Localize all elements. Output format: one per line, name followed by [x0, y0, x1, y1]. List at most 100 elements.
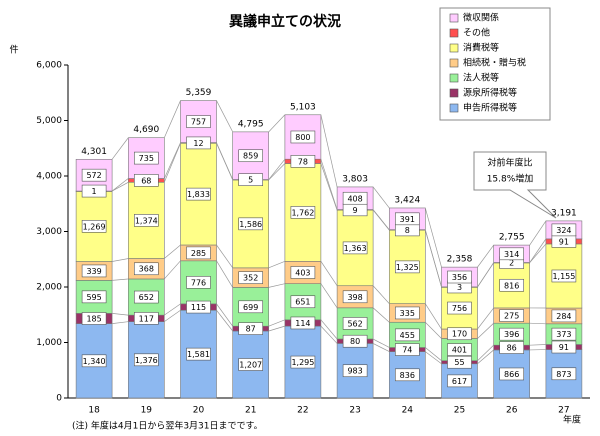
label-box	[238, 173, 263, 186]
legend-swatch	[449, 103, 459, 113]
connector	[216, 142, 234, 180]
legend-label: 消費税等	[463, 42, 499, 54]
data-label: 1	[92, 187, 97, 196]
connector	[372, 285, 390, 304]
label-box	[238, 217, 263, 231]
label-box	[186, 246, 211, 260]
connector	[477, 307, 494, 330]
x-label: 年度	[563, 414, 581, 426]
data-label: 114	[295, 319, 310, 328]
data-label: 651	[295, 298, 310, 307]
data-label: 401	[452, 346, 467, 355]
y-tick-label: 6,000	[36, 61, 62, 71]
total-label: 2,755	[499, 233, 525, 243]
legend-swatch	[449, 13, 459, 23]
legend-label: 法人税等	[463, 72, 499, 84]
label-box	[551, 223, 577, 237]
label-box	[290, 316, 316, 330]
connector	[529, 344, 546, 346]
label-box	[134, 353, 159, 367]
label-box	[238, 300, 263, 314]
total-label: 4,301	[81, 147, 107, 157]
data-label: 1,374	[135, 216, 158, 225]
x-tick-label: 26	[506, 406, 518, 416]
annotation: 15.8%増加	[487, 173, 534, 185]
label-box	[238, 322, 263, 335]
data-label: 1,376	[135, 356, 158, 365]
data-label: 352	[243, 274, 258, 283]
label-box	[342, 334, 368, 348]
label-box	[551, 340, 577, 354]
label-box	[447, 327, 472, 341]
label-box	[290, 266, 316, 279]
legend-label: 申告所得税等	[463, 102, 517, 114]
connector	[320, 319, 338, 340]
connector	[477, 244, 494, 268]
label-box	[551, 309, 577, 323]
y-tick-label: 3,000	[36, 227, 62, 237]
x-tick-label: 18	[88, 406, 100, 416]
data-label: 3	[457, 283, 462, 292]
data-label: 115	[191, 303, 206, 312]
connector	[216, 100, 234, 133]
connector	[372, 338, 390, 348]
label-box	[499, 327, 525, 341]
callout-box	[473, 151, 557, 219]
y-tick-label: 2,000	[36, 283, 62, 293]
x-tick-label: 24	[402, 406, 414, 416]
data-label: 1,833	[187, 190, 210, 199]
data-label: 403	[295, 268, 310, 277]
label-box	[186, 115, 211, 128]
data-label: 356	[452, 273, 467, 282]
y-tick-label: 5,000	[36, 116, 62, 126]
data-label: 78	[298, 157, 308, 166]
x-tick-label: 21	[245, 406, 256, 416]
label-box	[551, 269, 577, 283]
data-label: 170	[452, 330, 467, 339]
x-tick-label: 19	[141, 406, 153, 416]
label-box	[342, 317, 368, 330]
data-label: 391	[400, 215, 415, 224]
total-label: 4,690	[133, 125, 159, 135]
connector	[372, 307, 390, 323]
connector	[320, 159, 338, 210]
connector	[268, 260, 286, 269]
data-label: 1,762	[291, 208, 314, 217]
data-label: 324	[556, 226, 571, 235]
data-label: 339	[86, 267, 101, 276]
label-box	[394, 368, 420, 382]
total-label: 5,103	[290, 102, 316, 112]
data-label: 1,586	[239, 220, 262, 229]
data-label: 74	[402, 346, 412, 355]
data-label: 816	[504, 281, 519, 290]
label-box	[186, 347, 211, 361]
label-box	[342, 290, 368, 304]
connector	[372, 209, 390, 230]
connector	[112, 321, 129, 324]
connector	[425, 351, 442, 365]
connector	[216, 303, 233, 327]
connector	[477, 344, 494, 361]
connector	[320, 283, 338, 309]
data-label: 314	[504, 250, 519, 259]
data-label: 86	[507, 344, 517, 353]
label-box	[342, 364, 368, 378]
label-box	[81, 168, 107, 182]
legend-label: 相続税・贈与税	[463, 57, 526, 69]
label-box	[394, 328, 420, 342]
connector	[425, 321, 442, 339]
x-tick-label: 20	[193, 406, 205, 416]
label-box	[134, 262, 159, 276]
data-label: 398	[347, 293, 362, 302]
connector	[216, 244, 233, 269]
data-label: 873	[556, 370, 571, 379]
data-label: 91	[559, 343, 569, 352]
data-label: 55	[454, 358, 464, 367]
connector	[164, 303, 181, 316]
label-box	[81, 312, 107, 325]
connector	[320, 325, 338, 344]
connector	[424, 207, 442, 268]
legend-label: その他	[463, 27, 490, 39]
label-box	[238, 358, 263, 371]
